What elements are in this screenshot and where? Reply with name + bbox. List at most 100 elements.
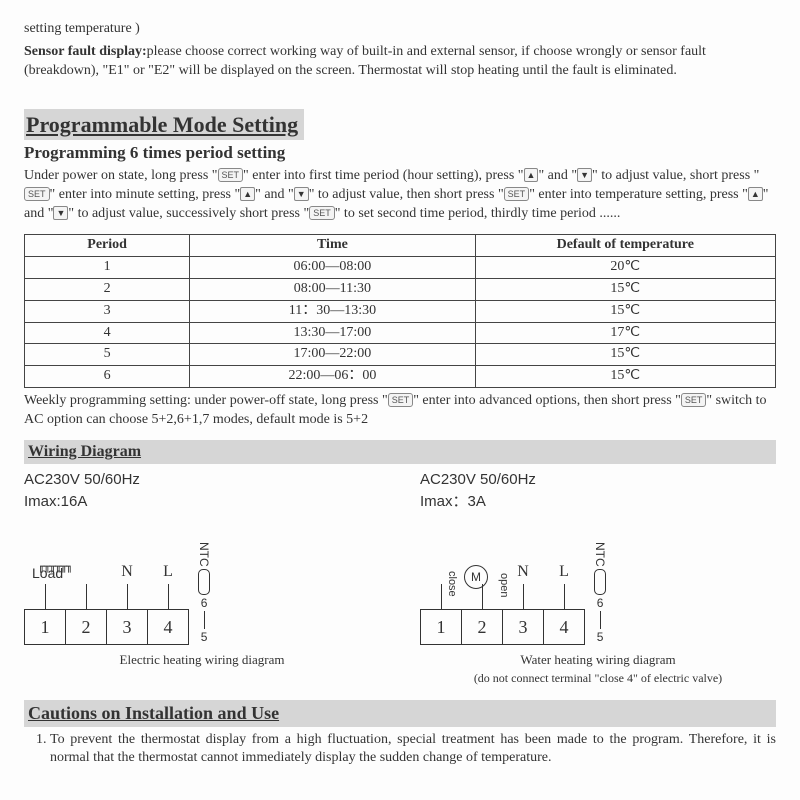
txt: Weekly programming setting: under power-… [24,393,388,408]
electric-wiring-block: AC230V 50/60Hz Imax:16A Load ╓╥╥╥╥╖ 1 2 … [24,470,380,687]
cautions-heading: Cautions on Installation and Use [24,700,776,726]
water-terminals: M close open 1 2 3N 4L NTC 6 5 [420,542,776,645]
txt: " to adjust value, then short press " [309,187,504,202]
cautions-list: To prevent the thermostat display from a… [24,731,776,769]
electric-spec-imax: Imax:16A [24,492,380,512]
set-button-icon: SET [309,206,335,220]
terminal-num: 2 [478,615,487,639]
terminal-num: 4 [164,615,173,639]
programming-instructions: Under power on state, long press "SET" e… [24,167,776,224]
txt: " enter into advanced options, then shor… [413,393,681,408]
terminal-1: 1 [420,609,462,645]
table-header-cell: Period [25,234,190,256]
electric-caption: Electric heating wiring diagram [24,651,380,669]
terminal-6-label: 6 [597,595,604,611]
n-label: N [121,561,133,583]
water-caption-sub: (do not connect terminal "close 4" of el… [474,671,722,685]
table-cell: 6 [25,366,190,388]
table-cell: 15℃ [475,300,775,322]
ntc-sensor: NTC 6 5 [196,542,212,645]
table-cell: 15℃ [475,344,775,366]
ntc-sensor: NTC 6 5 [592,542,608,645]
terminal-4: 4L [147,609,189,645]
terminal-num: 4 [560,615,569,639]
table-row: 622:00—06：0015℃ [25,366,776,388]
down-arrow-icon: ▼ [294,187,309,201]
water-wiring-block: AC230V 50/60Hz Imax：3A M close open 1 2 … [420,470,776,687]
txt: " enter into temperature setting, press … [529,187,748,202]
table-cell: 08:00—11:30 [190,278,475,300]
txt: " enter into first time period (hour set… [243,168,523,183]
caution-item: To prevent the thermostat display from a… [50,731,776,769]
txt: " to adjust value, short press " [592,168,759,183]
electric-terminals: Load ╓╥╥╥╥╖ 1 2 3N 4L NTC 6 5 [24,542,380,645]
table-row: 106:00—08:0020℃ [25,256,776,278]
load-symbol-icon: ╓╥╥╥╥╖ [38,560,72,575]
ntc-label: NTC [196,542,212,567]
terminal-3: 3N [106,609,148,645]
l-label: L [163,561,173,583]
set-button-icon: SET [681,393,707,407]
ntc-label: NTC [592,542,608,567]
terminal-5-label: 5 [201,629,208,645]
terminal-5-label: 5 [597,629,604,645]
ntc-probe-icon [594,569,606,595]
table-cell: 22:00—06：00 [190,366,475,388]
open-label: open [496,573,511,597]
down-arrow-icon: ▼ [53,206,68,220]
table-cell: 17:00—22:00 [190,344,475,366]
table-cell: 5 [25,344,190,366]
table-row: 517:00—22:0015℃ [25,344,776,366]
up-arrow-icon: ▲ [240,187,255,201]
txt: " and " [255,187,294,202]
up-arrow-icon: ▲ [748,187,763,201]
programming-subheading: Programming 6 times period setting [24,142,776,165]
table-cell: 15℃ [475,366,775,388]
water-caption-main: Water heating wiring diagram [520,652,675,667]
set-button-icon: SET [24,187,50,201]
weekly-programming-note: Weekly programming setting: under power-… [24,392,776,430]
ntc-probe-icon [198,569,210,595]
up-arrow-icon: ▲ [524,168,539,182]
table-body: 106:00—08:0020℃208:00—11:3015℃311：30—13:… [25,256,776,387]
table-header-row: PeriodTimeDefault of temperature [25,234,776,256]
terminal-3: 3N [502,609,544,645]
txt: " to set second time period, thirdly tim… [335,206,621,221]
txt: " to adjust value, successively short pr… [68,206,309,221]
table-cell: 11：30—13:30 [190,300,475,322]
sensor-fault-paragraph: Sensor fault display:please choose corre… [24,43,776,81]
wiring-diagram-heading: Wiring Diagram [24,440,776,464]
table-cell: 4 [25,322,190,344]
programmable-mode-heading: Programmable Mode Setting [24,109,304,141]
txt: " and " [538,168,577,183]
electric-spec-voltage: AC230V 50/60Hz [24,470,380,490]
table-cell: 1 [25,256,190,278]
period-table: PeriodTimeDefault of temperature 106:00—… [24,234,776,388]
terminal-2: 2 [65,609,107,645]
down-arrow-icon: ▼ [577,168,592,182]
table-row: 311：30—13:3015℃ [25,300,776,322]
table-cell: 13:30—17:00 [190,322,475,344]
motor-symbol-icon: M [464,565,488,589]
close-label: close [444,571,459,597]
table-header-cell: Time [190,234,475,256]
table-cell: 2 [25,278,190,300]
terminal-4: 4L [543,609,585,645]
terminal-2: 2 [461,609,503,645]
table-cell: 17℃ [475,322,775,344]
table-cell: 15℃ [475,278,775,300]
terminal-num: 3 [519,615,528,639]
terminal-num: 3 [123,615,132,639]
water-spec-imax: Imax：3A [420,492,776,512]
txt: Under power on state, long press " [24,168,218,183]
sensor-fault-title: Sensor fault display: [24,44,147,59]
table-cell: 20℃ [475,256,775,278]
table-header-cell: Default of temperature [475,234,775,256]
set-button-icon: SET [218,168,244,182]
l-label: L [559,561,569,583]
table-row: 413:30—17:0017℃ [25,322,776,344]
water-caption: Water heating wiring diagram (do not con… [420,651,776,686]
set-button-icon: SET [388,393,414,407]
terminal-num: 2 [82,615,91,639]
n-label: N [517,561,529,583]
